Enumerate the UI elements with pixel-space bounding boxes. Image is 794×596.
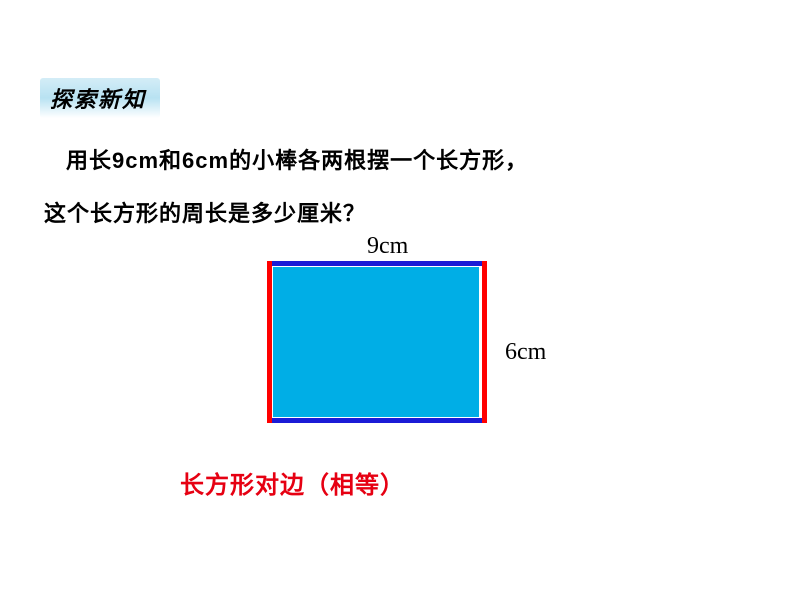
problem-text: 用长9cm和6cm的小棒各两根摆一个长方形， 这个长方形的周长是多少厘米？ — [44, 135, 744, 241]
height-label: 6cm — [505, 339, 546, 366]
bottom-edge — [267, 418, 487, 423]
rectangle-fill — [273, 267, 479, 417]
width-label: 9cm — [367, 233, 408, 260]
rectangle-diagram: 9cm 6cm — [267, 261, 547, 451]
right-edge — [482, 261, 487, 423]
conclusion-text: 长方形对边（相等） — [180, 465, 405, 500]
top-edge — [267, 261, 487, 266]
problem-line-1: 用长9cm和6cm的小棒各两根摆一个长方形， — [44, 135, 744, 188]
section-badge: 探索新知 — [40, 78, 160, 118]
left-edge — [267, 261, 272, 423]
